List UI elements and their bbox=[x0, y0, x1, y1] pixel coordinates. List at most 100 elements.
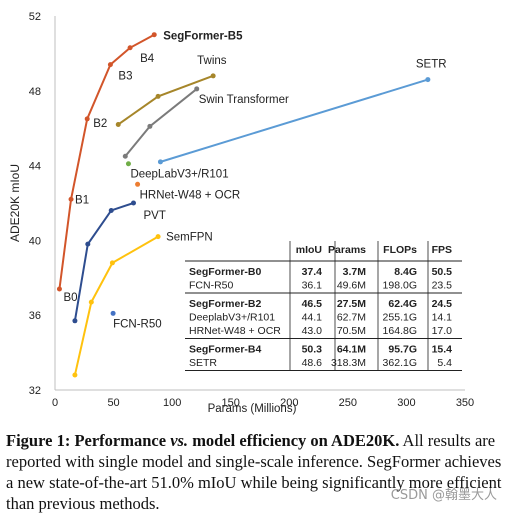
table-cell: 70.5M bbox=[337, 325, 366, 337]
table-cell: 5.4 bbox=[437, 357, 452, 369]
caption-body: All results are reported with single mod… bbox=[6, 431, 502, 513]
series-line bbox=[160, 78, 429, 163]
point-label: DeepLabV3+/R101 bbox=[130, 169, 228, 181]
table-cell: 255.1G bbox=[383, 312, 417, 324]
table-cell: 95.7G bbox=[388, 344, 417, 356]
point-label: SemFPN bbox=[166, 232, 213, 244]
table-cell: 14.1 bbox=[432, 312, 453, 324]
table-cell: 64.1M bbox=[337, 344, 366, 356]
table-cell: 49.6M bbox=[337, 280, 366, 292]
x-tick-label: 200 bbox=[280, 397, 298, 409]
series-line bbox=[73, 202, 134, 321]
data-point bbox=[72, 372, 78, 378]
table-cell: 62.7M bbox=[337, 312, 366, 324]
table-cell: 15.4 bbox=[432, 344, 453, 356]
table-cell: 3.7M bbox=[343, 266, 367, 278]
table-cell: 27.5M bbox=[337, 298, 366, 310]
table-cell: 198.0G bbox=[383, 280, 417, 292]
y-tick-label: 44 bbox=[29, 161, 41, 173]
data-point bbox=[130, 200, 136, 206]
data-point bbox=[125, 161, 131, 167]
x-tick-label: 300 bbox=[397, 397, 415, 409]
table-header: mIoU bbox=[296, 244, 322, 256]
table-header: FLOPs bbox=[383, 244, 417, 256]
table-cell: SETR bbox=[189, 357, 217, 369]
table-cell: 50.5 bbox=[432, 266, 453, 278]
table-cell: 46.5 bbox=[302, 298, 323, 310]
data-point bbox=[88, 299, 94, 305]
table-cell: 318.3M bbox=[331, 357, 366, 369]
y-tick-label: 40 bbox=[29, 235, 41, 247]
point-label: B0 bbox=[63, 292, 77, 304]
table-cell: 48.6 bbox=[302, 357, 323, 369]
caption-figure-label: Figure 1: bbox=[6, 431, 71, 450]
point-label: HRNet-W48 + OCR bbox=[140, 189, 241, 201]
table-cell: SegFormer-B0 bbox=[189, 266, 262, 278]
table-cell: 43.0 bbox=[302, 325, 323, 337]
x-tick-label: 350 bbox=[456, 397, 474, 409]
data-point bbox=[155, 93, 161, 99]
data-point bbox=[135, 181, 141, 187]
table-cell: 37.4 bbox=[302, 266, 323, 278]
watermark: CSDN @翰墨大人 bbox=[390, 488, 497, 503]
table-cell: 17.0 bbox=[432, 325, 453, 337]
data-point bbox=[151, 32, 157, 38]
x-tick-label: 100 bbox=[163, 397, 181, 409]
data-point bbox=[157, 159, 163, 165]
table-cell: SegFormer-B4 bbox=[189, 344, 262, 356]
series-line bbox=[124, 88, 198, 157]
point-label: B1 bbox=[75, 194, 89, 206]
point-label: B3 bbox=[118, 71, 132, 83]
point-label: SETR bbox=[416, 59, 447, 71]
y-tick-label: 32 bbox=[29, 385, 41, 397]
table-cell: FCN-R50 bbox=[189, 280, 233, 292]
table-cell: 24.5 bbox=[432, 298, 453, 310]
table-header: Params bbox=[328, 244, 366, 256]
point-label: SegFormer-B5 bbox=[163, 31, 243, 43]
figure-caption: Figure 1: Performance vs. model efficien… bbox=[6, 430, 506, 514]
data-point bbox=[147, 123, 153, 129]
series-line bbox=[58, 33, 155, 290]
caption-bold-a: Performance bbox=[74, 431, 171, 450]
data-point bbox=[72, 318, 78, 324]
x-axis-label: Params (Millions) bbox=[208, 403, 297, 415]
table-cell: 44.1 bbox=[302, 312, 323, 324]
data-point bbox=[210, 73, 216, 79]
table-cell: 8.4G bbox=[394, 266, 417, 278]
point-label: FCN-R50 bbox=[113, 318, 162, 330]
data-point bbox=[194, 86, 200, 92]
point-label: Swin Transformer bbox=[199, 94, 289, 106]
x-tick-label: 250 bbox=[339, 397, 357, 409]
data-point bbox=[122, 153, 128, 159]
table-cell: HRNet-W48 + OCR bbox=[189, 325, 281, 337]
x-tick-label: 50 bbox=[107, 397, 119, 409]
caption-italic-vs: vs. bbox=[170, 431, 189, 450]
y-tick-label: 36 bbox=[29, 310, 41, 322]
data-point bbox=[84, 116, 90, 122]
data-point bbox=[56, 286, 62, 292]
table-cell: SegFormer-B2 bbox=[189, 298, 262, 310]
data-point bbox=[68, 196, 74, 202]
table-cell: 362.1G bbox=[383, 357, 417, 369]
data-point bbox=[108, 207, 114, 213]
data-point bbox=[85, 241, 91, 247]
x-tick-label: 0 bbox=[52, 397, 58, 409]
chart: 32 36 40 44 48 52 0 50 100 150 200 250 300 350 Params … bbox=[8, 11, 474, 415]
table-cell: 36.1 bbox=[302, 280, 323, 292]
table-cell: 62.4G bbox=[388, 298, 417, 310]
caption-bold-b: model efficiency on ADE20K. bbox=[188, 431, 400, 450]
y-axis-label: ADE20K mIoU bbox=[8, 164, 22, 242]
data-point bbox=[115, 121, 121, 127]
table-cell: 23.5 bbox=[432, 280, 453, 292]
data-point bbox=[109, 260, 115, 266]
data-point bbox=[127, 45, 133, 51]
data-point bbox=[155, 234, 161, 240]
point-label: B2 bbox=[93, 118, 107, 130]
table-cell: 164.8G bbox=[383, 325, 417, 337]
point-label: B4 bbox=[140, 53, 155, 65]
table-header: FPS bbox=[432, 244, 452, 256]
point-label: Twins bbox=[197, 55, 227, 67]
x-tick-label: 150 bbox=[222, 397, 240, 409]
y-tick-label: 48 bbox=[29, 86, 41, 98]
data-point bbox=[107, 62, 113, 68]
